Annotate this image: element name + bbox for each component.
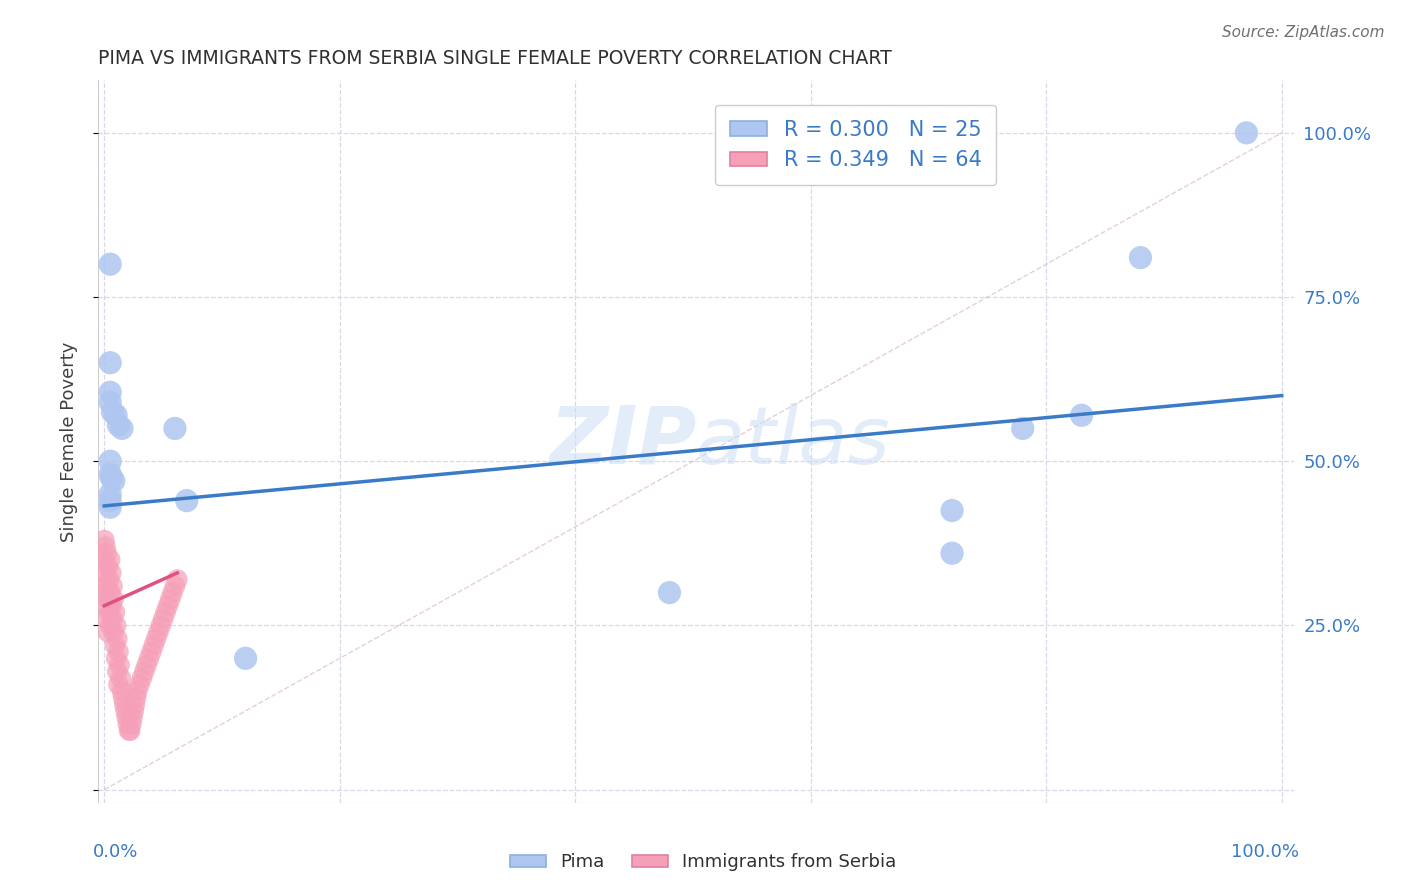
Point — [121, 710, 143, 724]
Point — [120, 717, 142, 731]
Point — [176, 493, 198, 508]
Point — [105, 618, 128, 632]
Point — [103, 625, 125, 640]
Point — [111, 684, 134, 698]
Point — [120, 723, 142, 738]
Text: ZIP: ZIP — [548, 402, 696, 481]
Text: atlas: atlas — [696, 402, 891, 481]
Y-axis label: Single Female Poverty: Single Female Poverty — [59, 342, 77, 541]
Point — [105, 651, 128, 665]
Point — [98, 356, 121, 370]
Point — [107, 677, 129, 691]
Point — [94, 599, 117, 613]
Point — [117, 717, 139, 731]
Point — [148, 625, 170, 640]
Point — [98, 487, 121, 501]
Point — [101, 405, 124, 419]
Point — [107, 418, 129, 433]
Point — [115, 710, 138, 724]
Point — [111, 421, 134, 435]
Point — [163, 579, 186, 593]
Point — [97, 592, 120, 607]
Point — [107, 645, 129, 659]
Point — [98, 500, 121, 515]
Point — [127, 684, 149, 698]
Point — [100, 599, 122, 613]
Point — [141, 645, 163, 659]
Point — [159, 592, 181, 607]
Point — [118, 723, 141, 738]
Point — [152, 612, 174, 626]
Point — [162, 585, 184, 599]
Point — [93, 533, 115, 547]
Point — [101, 579, 124, 593]
Point — [166, 573, 188, 587]
Point — [138, 651, 160, 665]
Point — [108, 657, 131, 672]
Legend: R = 0.300   N = 25, R = 0.349   N = 64: R = 0.300 N = 25, R = 0.349 N = 64 — [716, 105, 997, 185]
Text: Source: ZipAtlas.com: Source: ZipAtlas.com — [1222, 25, 1385, 40]
Point — [97, 559, 120, 574]
Point — [941, 546, 963, 560]
Text: 100.0%: 100.0% — [1232, 843, 1299, 861]
Point — [124, 698, 146, 712]
Text: 0.0%: 0.0% — [93, 843, 138, 861]
Point — [97, 625, 120, 640]
Point — [93, 553, 115, 567]
Point — [103, 592, 125, 607]
Point — [98, 385, 121, 400]
Point — [1070, 409, 1092, 423]
Point — [941, 503, 963, 517]
Point — [104, 638, 127, 652]
Point — [98, 493, 121, 508]
Point — [98, 454, 121, 468]
Point — [112, 690, 135, 705]
Point — [122, 704, 145, 718]
Legend: Pima, Immigrants from Serbia: Pima, Immigrants from Serbia — [502, 847, 904, 879]
Point — [94, 566, 117, 580]
Point — [103, 474, 125, 488]
Point — [1129, 251, 1152, 265]
Point — [155, 605, 177, 619]
Point — [105, 665, 128, 679]
Point — [105, 409, 128, 423]
Point — [93, 585, 115, 599]
Point — [1236, 126, 1258, 140]
Point — [96, 612, 118, 626]
Text: PIMA VS IMMIGRANTS FROM SERBIA SINGLE FEMALE POVERTY CORRELATION CHART: PIMA VS IMMIGRANTS FROM SERBIA SINGLE FE… — [98, 48, 893, 68]
Point — [1011, 421, 1033, 435]
Point — [94, 540, 117, 554]
Point — [163, 421, 186, 435]
Point — [98, 467, 121, 482]
Point — [98, 573, 121, 587]
Point — [235, 651, 257, 665]
Point — [100, 566, 122, 580]
Point — [96, 579, 118, 593]
Point — [142, 638, 165, 652]
Point — [98, 257, 121, 271]
Point — [125, 690, 148, 705]
Point — [98, 605, 121, 619]
Point — [156, 599, 179, 613]
Point — [105, 632, 128, 646]
Point — [145, 632, 167, 646]
Point — [134, 665, 156, 679]
Point — [128, 677, 150, 691]
Point — [114, 704, 136, 718]
Point — [112, 698, 135, 712]
Point — [135, 657, 157, 672]
Point — [104, 605, 127, 619]
Point — [98, 585, 121, 599]
Point — [110, 671, 132, 685]
Point — [131, 671, 153, 685]
Point — [100, 471, 122, 485]
Point — [98, 553, 121, 567]
Point — [101, 612, 124, 626]
Point — [149, 618, 172, 632]
Point — [658, 585, 681, 599]
Point — [98, 395, 121, 409]
Point — [98, 618, 121, 632]
Point — [96, 546, 118, 560]
